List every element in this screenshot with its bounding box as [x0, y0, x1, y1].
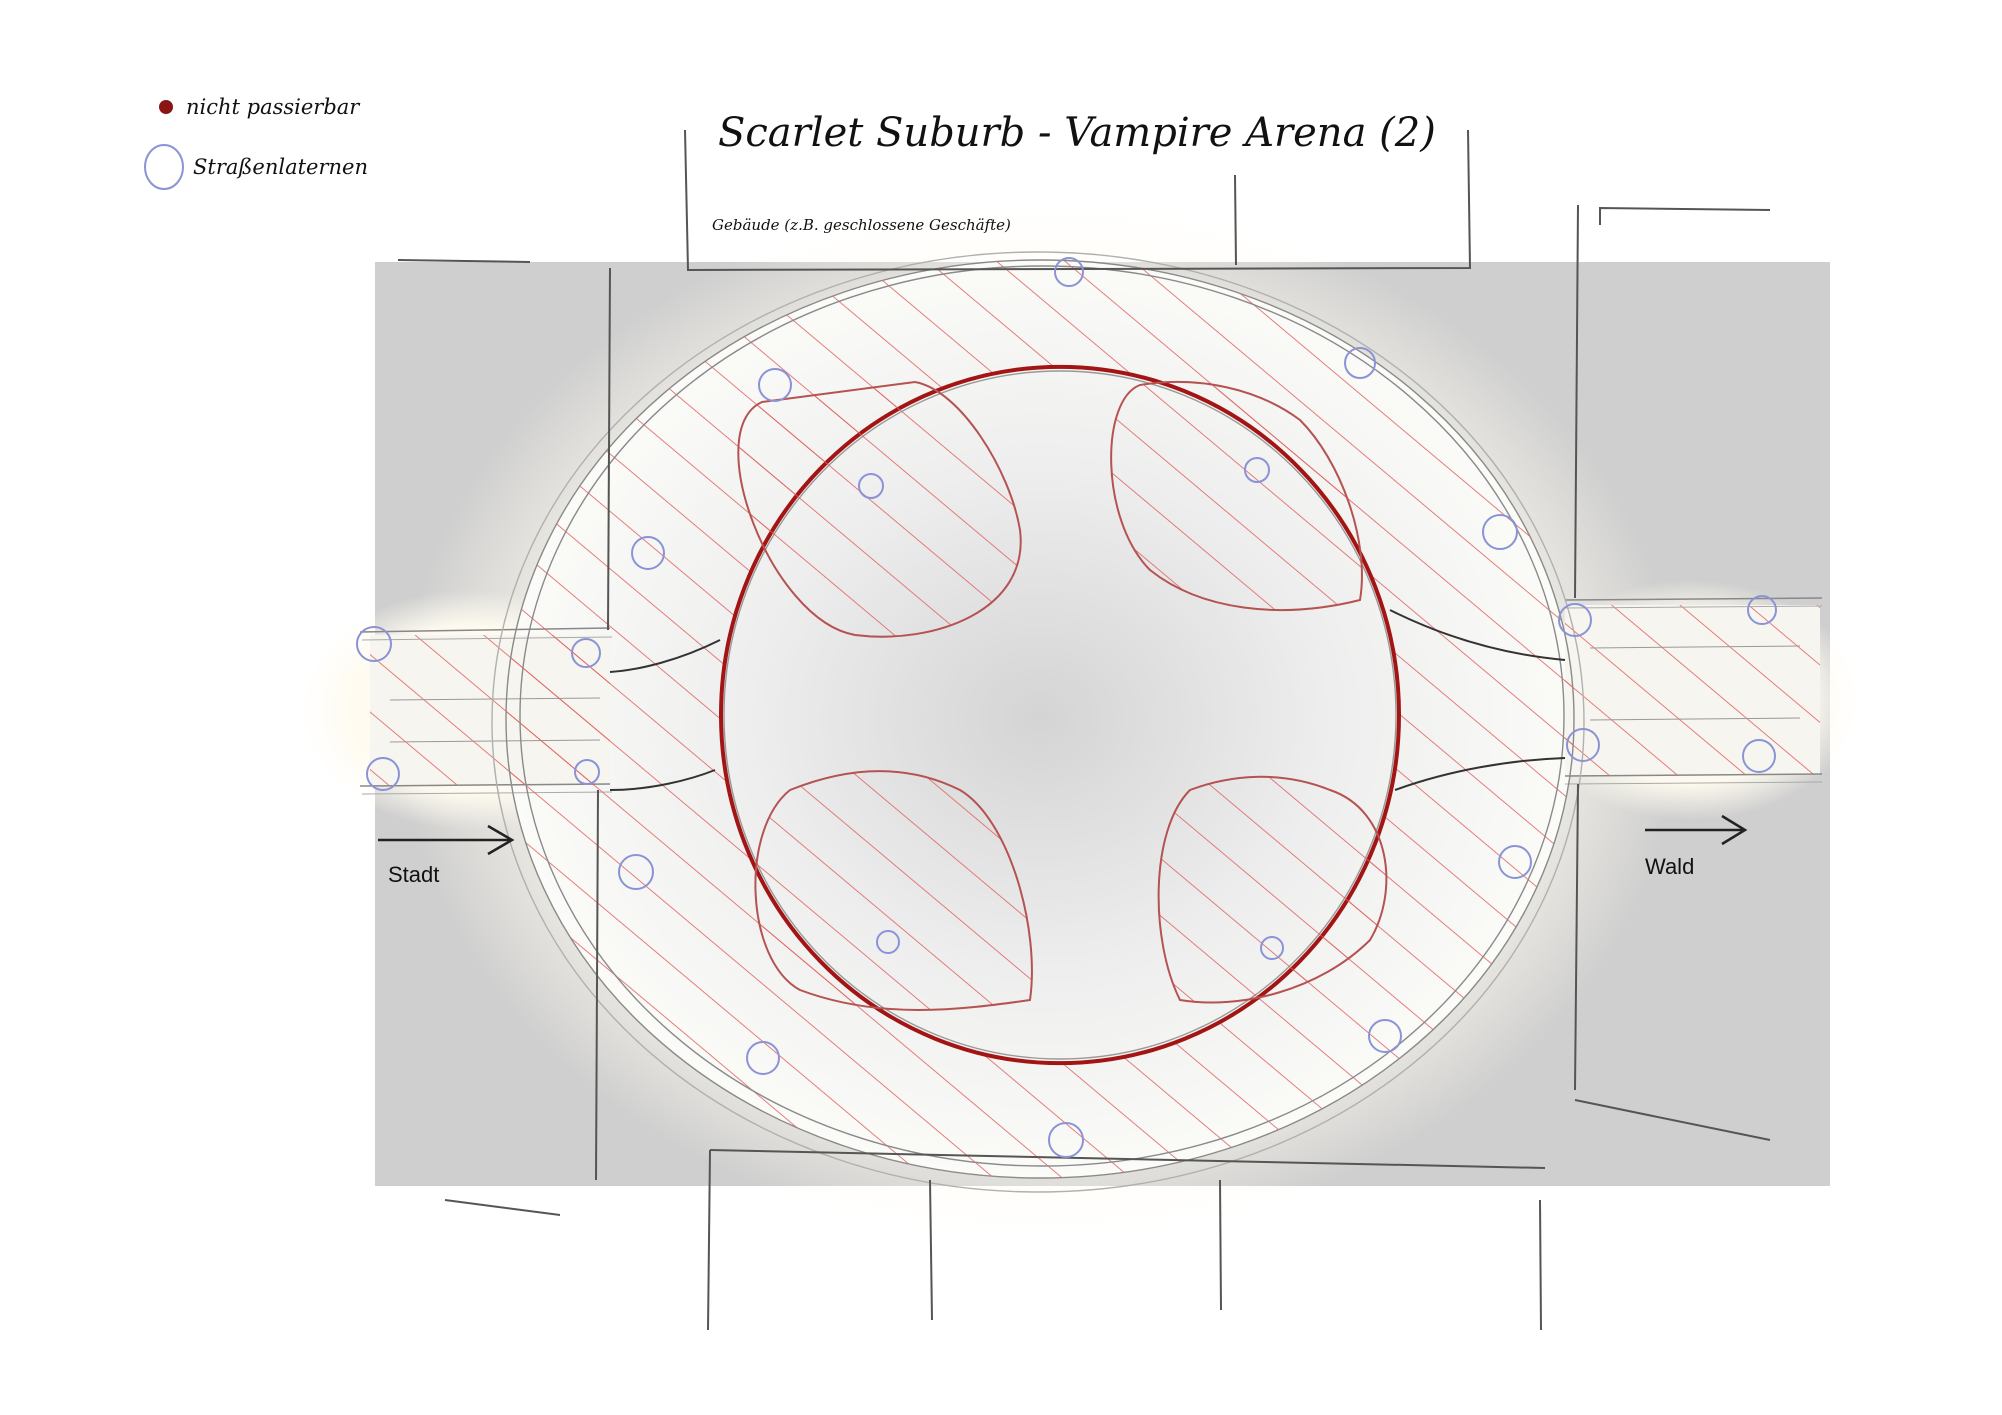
lamp-circle-icon: [144, 144, 184, 190]
lamp-circle-icon: [758, 368, 792, 402]
lamp-circle-icon: [1482, 514, 1518, 550]
lamp-circle-icon: [1244, 457, 1270, 483]
arrow-right-icon: [378, 824, 515, 856]
lamp-circle-icon: [574, 759, 600, 785]
arrow-right-icon: [1645, 814, 1748, 846]
lamp-circle-icon: [1260, 936, 1284, 960]
building-walls: [397, 129, 1771, 1331]
legend: nicht passierbar Straßenlaternen: [144, 95, 368, 190]
lamp-circle-icon: [571, 638, 601, 668]
street-lamps: [356, 257, 1777, 1158]
exit-label-stadt: Stadt: [388, 862, 439, 887]
lamp-circle-icon: [631, 536, 665, 570]
plaza-outline: [491, 251, 1585, 1193]
lamp-circle-icon: [366, 757, 400, 791]
lamp-circle-icon: [1566, 728, 1600, 762]
lamp-circle-icon: [746, 1041, 780, 1075]
lamp-circle-icon: [1742, 739, 1776, 773]
lamp-circle-icon: [1344, 347, 1376, 379]
lamp-circle-icon: [858, 473, 884, 499]
exit-label-wald: Wald: [1645, 854, 1694, 879]
buildings-note: Gebäude (z.B. geschlossene Geschäfte): [712, 216, 1011, 234]
road-right: [1564, 597, 1823, 785]
lamp-circle-icon: [1498, 845, 1532, 879]
lamp-circle-icon: [1054, 257, 1084, 287]
legend-label-impassable: nicht passierbar: [186, 95, 361, 119]
lamp-circle-icon: [1368, 1019, 1402, 1053]
arena-boundary: [718, 365, 1402, 1065]
lamp-circle-icon: [876, 930, 900, 954]
exit-arrows: [378, 814, 1748, 856]
lamp-circle-icon: [356, 626, 392, 662]
red-dot-icon: [159, 100, 173, 114]
lamp-circle-icon: [618, 854, 654, 890]
legend-label-lamps: Straßenlaternen: [193, 155, 368, 179]
lamp-circle-icon: [1747, 595, 1777, 625]
lamp-circle-icon: [1558, 603, 1592, 637]
lamp-circle-icon: [1048, 1122, 1084, 1158]
page-title: Scarlet Suburb - Vampire Arena (2): [718, 110, 1436, 156]
